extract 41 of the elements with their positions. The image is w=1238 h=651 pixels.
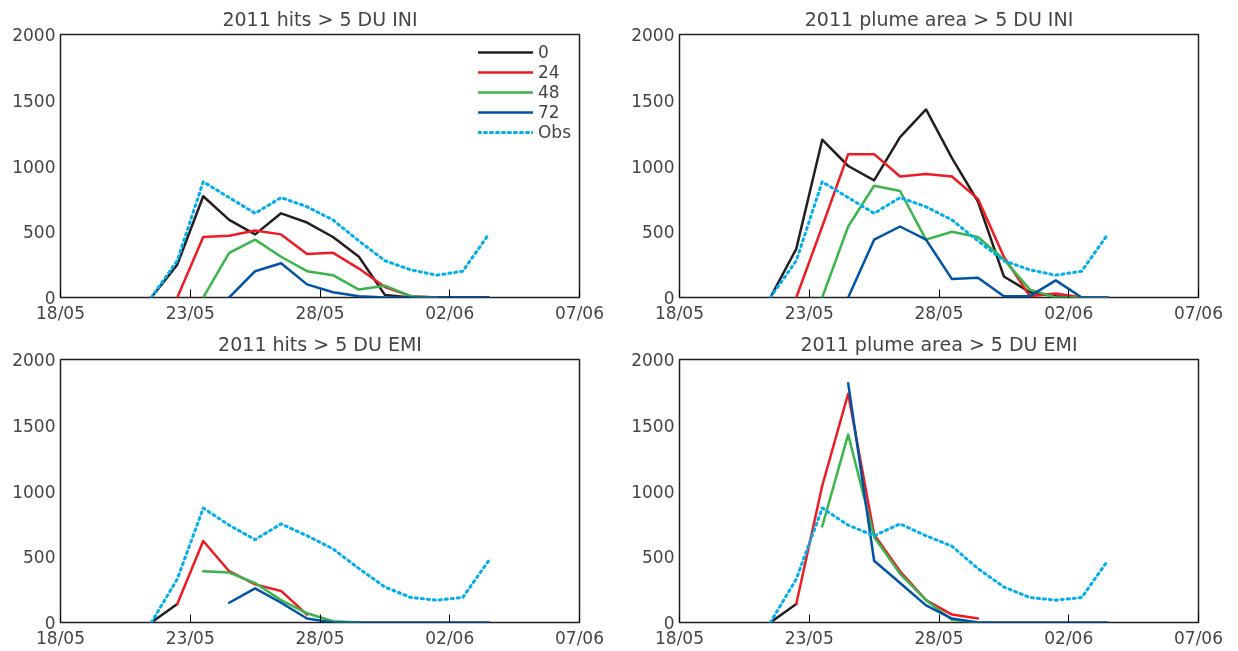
legend-label: 24 bbox=[537, 62, 560, 82]
legend-label: 0 bbox=[537, 42, 550, 62]
y-tick-label: 500 bbox=[23, 547, 56, 568]
y-tick-label: 1000 bbox=[631, 156, 675, 177]
y-tick-label: 500 bbox=[642, 222, 675, 243]
legend-label: 48 bbox=[537, 82, 560, 102]
y-tick-label: 2000 bbox=[12, 25, 56, 45]
x-tick-label: 28/05 bbox=[914, 627, 964, 648]
x-tick-label: 07/06 bbox=[555, 302, 604, 323]
y-tick-label: 2000 bbox=[631, 350, 675, 370]
y-tick-label: 1500 bbox=[631, 415, 675, 436]
y-tick-label: 1500 bbox=[12, 415, 56, 436]
y-tick-label: 2000 bbox=[631, 25, 675, 45]
y-tick-label: 1500 bbox=[12, 90, 56, 111]
legend-label: 72 bbox=[537, 102, 560, 122]
y-tick-label: 2000 bbox=[12, 350, 56, 370]
y-tick-label: 1000 bbox=[12, 156, 56, 177]
y-tick-label: 1000 bbox=[12, 481, 56, 502]
y-tick-label: 500 bbox=[642, 547, 675, 568]
x-tick-label: 02/06 bbox=[425, 627, 475, 648]
x-tick-label: 07/06 bbox=[555, 627, 604, 648]
chart-title: 2011 plume area > 5 DU EMI bbox=[800, 332, 1078, 355]
x-tick-label: 23/05 bbox=[784, 302, 834, 323]
x-tick-label: 23/05 bbox=[784, 627, 834, 648]
y-tick-label: 1500 bbox=[631, 90, 675, 111]
x-tick-label: 28/05 bbox=[295, 627, 345, 648]
y-tick-label: 1000 bbox=[631, 481, 675, 502]
legend-label: Obs bbox=[537, 122, 571, 142]
x-tick-label: 28/05 bbox=[914, 302, 964, 323]
x-tick-label: 02/06 bbox=[425, 302, 475, 323]
x-tick-label: 23/05 bbox=[165, 302, 215, 323]
x-tick-label: 02/06 bbox=[1044, 627, 1094, 648]
chart-title: 2011 hits > 5 DU EMI bbox=[218, 332, 422, 355]
x-tick-label: 28/05 bbox=[295, 302, 345, 323]
chart-title: 2011 plume area > 5 DU INI bbox=[804, 7, 1074, 30]
y-tick-label: 500 bbox=[23, 222, 56, 243]
x-tick-label: 07/06 bbox=[1174, 302, 1223, 323]
chart-title: 2011 hits > 5 DU INI bbox=[222, 7, 418, 30]
x-tick-label: 23/05 bbox=[165, 627, 215, 648]
x-tick-label: 07/06 bbox=[1174, 627, 1223, 648]
x-tick-label: 02/06 bbox=[1044, 302, 1094, 323]
